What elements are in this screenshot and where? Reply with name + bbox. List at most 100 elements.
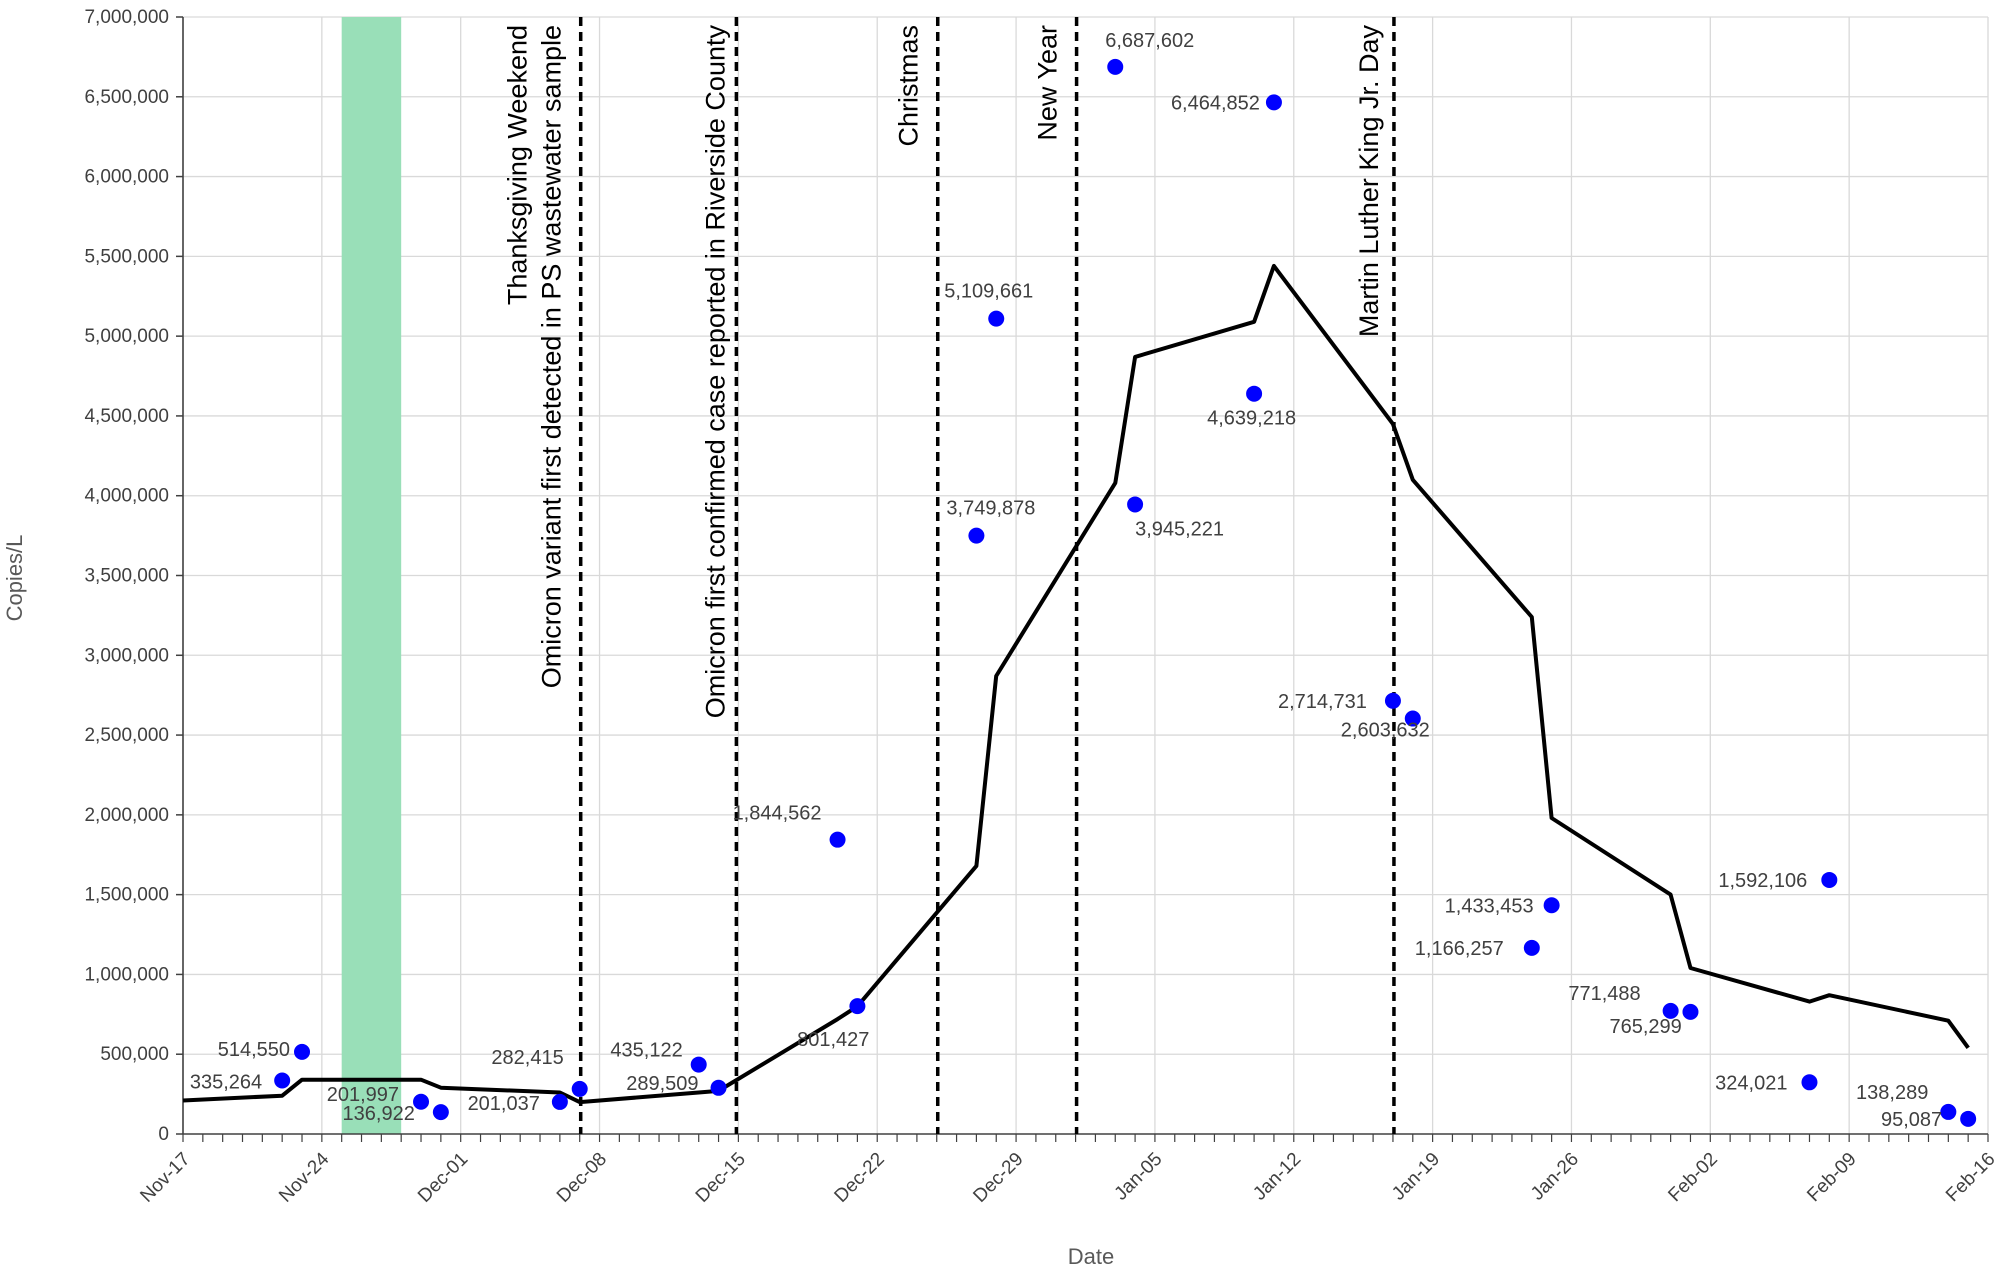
x-tick-label: Jan-26: [1527, 1149, 1583, 1205]
data-label: 6,687,602: [1105, 30, 1194, 52]
y-tick-label: 2,500,000: [84, 725, 169, 746]
event-markers: Omicron variant first detected in PS was…: [503, 17, 1396, 1134]
shaded-region-layer: [341, 17, 402, 1134]
y-tick-label: 6,000,000: [84, 167, 169, 188]
data-label: 335,264: [190, 1072, 262, 1094]
trend-line-layer: [182, 263, 1970, 1105]
data-label: 289,509: [626, 1073, 698, 1095]
y-tick-label: 4,500,000: [84, 406, 169, 427]
data-label: 1,433,453: [1445, 895, 1534, 917]
x-tick-labels: Nov-17 Nov-24 Dec-01 Dec-08 Dec-15 Dec-22 Dec-…: [136, 1148, 1999, 1206]
y-tick-label: 3,500,000: [84, 566, 169, 587]
data-point: [1940, 1103, 1957, 1120]
data-label: 136,922: [343, 1103, 415, 1125]
thanksgiving-shaded-region: [341, 17, 402, 1134]
x-tick-label: Dec-08: [553, 1149, 611, 1207]
data-point: [274, 1072, 291, 1089]
data-point: [1662, 1002, 1679, 1019]
data-label: 2,603,632: [1341, 720, 1430, 742]
data-label: 1,166,257: [1415, 938, 1504, 960]
y-tick-label: 4,000,000: [84, 486, 169, 507]
data-point: [571, 1080, 588, 1097]
data-label: 765,299: [1609, 1016, 1681, 1038]
y-tick-label: 5,500,000: [84, 246, 169, 267]
data-point: [690, 1056, 707, 1073]
data-point: [294, 1043, 311, 1060]
data-label: 2,714,731: [1278, 691, 1367, 713]
event-label: New Year: [1033, 25, 1063, 141]
data-point: [1404, 710, 1421, 727]
x-tick-label: Jan-19: [1388, 1149, 1444, 1205]
data-point: [1127, 496, 1144, 513]
data-label: 324,021: [1715, 1072, 1787, 1094]
y-tick-label: 5,000,000: [84, 326, 169, 347]
data-point: [1821, 871, 1838, 888]
x-tick-label: Dec-15: [692, 1149, 750, 1207]
data-point: [849, 998, 866, 1015]
data-label: 3,749,878: [946, 498, 1035, 520]
y-tick-label: 3,000,000: [84, 645, 169, 666]
x-tick-label: Feb-16: [1942, 1149, 1999, 1206]
axes: [176, 16, 1989, 1142]
data-label: 201,997: [327, 1084, 399, 1106]
data-point: [710, 1079, 727, 1096]
x-tick-label: Dec-01: [414, 1149, 472, 1207]
data-point: [968, 527, 985, 544]
trend-line: [182, 263, 1970, 1105]
data-point: [988, 310, 1005, 327]
data-point: [1246, 385, 1263, 402]
y-tick-label: 2,000,000: [84, 805, 169, 826]
y-tick-label: 1,500,000: [84, 885, 169, 906]
data-label: 1,844,562: [733, 803, 822, 825]
data-point: [829, 831, 846, 848]
data-point: [1960, 1110, 1977, 1127]
event-label: Omicron variant first detected in PS was…: [537, 25, 567, 688]
y-tick-label: 7,000,000: [84, 7, 169, 28]
y-tick-label: 0: [158, 1124, 169, 1145]
x-tick-label: Nov-24: [275, 1148, 333, 1206]
x-axis-title: Date: [1068, 1244, 1114, 1269]
event-label: Thanksgiving Weekend: [503, 25, 533, 305]
data-point: [551, 1093, 568, 1110]
data-label: 282,415: [491, 1047, 563, 1069]
y-tick-label: 500,000: [100, 1044, 169, 1065]
data-point: [432, 1104, 449, 1121]
event-label: Martin Luther King Jr. Day: [1354, 25, 1384, 338]
data-point: [1523, 939, 1540, 956]
event-label: Omicron first confirmed case reported in…: [700, 25, 730, 719]
x-tick-label: Jan-12: [1249, 1149, 1305, 1205]
data-label: 435,122: [610, 1040, 682, 1062]
x-tick-label: Dec-22: [831, 1149, 889, 1207]
data-points: [274, 58, 1977, 1127]
data-point: [1801, 1074, 1818, 1091]
y-tick-label: 1,000,000: [84, 964, 169, 985]
x-tick-label: Feb-02: [1664, 1149, 1721, 1206]
data-label: 5,109,661: [944, 281, 1033, 303]
data-point: [1682, 1003, 1699, 1020]
data-label: 514,550: [218, 1039, 290, 1061]
y-tick-labels: 0 500,000 1,000,000 1,500,000 2,000,000 2,500…: [84, 7, 169, 1145]
data-label: 95,087: [1881, 1109, 1942, 1131]
data-label: 771,488: [1568, 983, 1640, 1005]
x-tick-label: Feb-09: [1803, 1149, 1860, 1206]
y-tick-label: 6,500,000: [84, 87, 169, 108]
data-point: [1107, 58, 1124, 75]
x-tick-label: Dec-29: [969, 1149, 1027, 1207]
data-label: 3,945,221: [1135, 518, 1224, 540]
data-label: 201,037: [468, 1093, 540, 1115]
data-label: 138,289: [1856, 1082, 1928, 1104]
event-label: Christmas: [894, 25, 924, 147]
data-label: 4,639,218: [1207, 408, 1296, 430]
data-label: 801,427: [797, 1029, 869, 1051]
y-axis-title: Copies/L: [2, 535, 27, 622]
data-point: [1543, 897, 1560, 914]
data-label: 6,464,852: [1171, 92, 1260, 114]
data-point: [1265, 94, 1282, 111]
data-label: 1,592,106: [1718, 870, 1807, 892]
x-tick-label: Nov-17: [136, 1149, 194, 1207]
data-point: [1384, 692, 1401, 709]
data-point: [413, 1093, 430, 1110]
x-tick-label: Jan-05: [1111, 1149, 1167, 1205]
